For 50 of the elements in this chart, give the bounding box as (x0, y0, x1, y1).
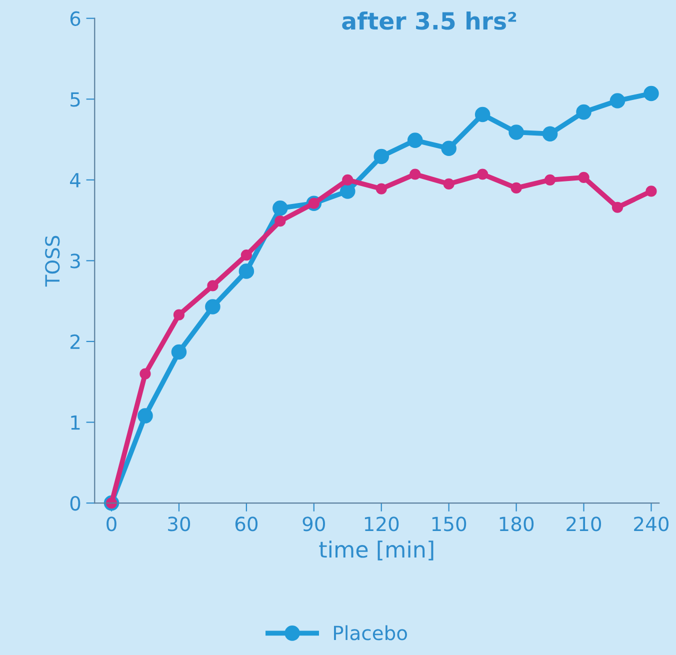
point (238, 264, 254, 279)
y-tick-label: 1 (71, 415, 80, 430)
point (205, 299, 220, 314)
x-tick-label: 60 (235, 516, 258, 532)
x-tick-label: 240 (634, 516, 668, 532)
point (646, 186, 657, 197)
point (544, 174, 556, 186)
y-tick-label: 6 (70, 11, 80, 26)
point (407, 132, 423, 148)
point (374, 148, 390, 164)
point (441, 140, 456, 156)
x-tick-label: 150 (432, 516, 466, 532)
x-tick-label: 30 (168, 516, 190, 532)
chart-title: after 3.5 hrs² (342, 12, 516, 30)
point (443, 178, 454, 190)
point (578, 172, 590, 184)
point (342, 174, 354, 186)
y-axis-title: TOSS (45, 236, 60, 287)
point (207, 280, 218, 292)
point (140, 368, 151, 380)
x-tick-label: 0 (106, 516, 116, 532)
point (410, 168, 421, 180)
point (340, 184, 356, 199)
point (510, 182, 522, 194)
y-tick-label: 4 (70, 173, 80, 188)
point (274, 216, 286, 227)
point (173, 309, 185, 320)
point (612, 202, 624, 213)
x-axis-title: time [min] (319, 540, 434, 560)
x-tick-label: 210 (566, 516, 602, 532)
point (610, 93, 626, 108)
point (376, 183, 387, 194)
point (240, 249, 252, 261)
y-tick-label: 0 (70, 496, 80, 511)
point (171, 344, 187, 360)
x-tick-label: 180 (500, 516, 534, 532)
point (508, 124, 524, 140)
point (474, 106, 490, 122)
y-tick-label: 5 (70, 92, 80, 107)
x-tick-label: 90 (302, 516, 325, 532)
y-tick-label: 2 (70, 334, 80, 349)
point (272, 200, 288, 216)
legend-label: Placebo (334, 625, 407, 640)
point (644, 86, 659, 102)
point (138, 408, 153, 424)
x-tick-label: 120 (364, 516, 399, 532)
y-tick-label: 3 (70, 254, 80, 268)
point (576, 104, 592, 120)
point (542, 126, 558, 142)
point (477, 168, 488, 180)
